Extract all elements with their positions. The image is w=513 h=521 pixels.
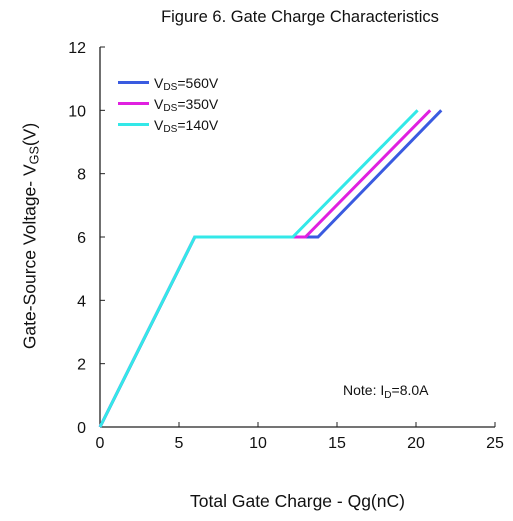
series-lines [98,109,443,428]
legend-label-350v: VDS=350V [154,95,219,115]
x-axis-label: Total Gate Charge - Qg(nC) [190,491,405,511]
legend-swatch-560v [118,81,149,84]
legend-item-350v: VDS=350V [118,93,218,114]
tick-labels: 0 5 10 15 20 25 0 2 4 6 8 10 12 [68,40,504,452]
x-tick-label: 10 [249,435,267,452]
x-tick-label: 25 [486,435,504,452]
x-tick-label: 20 [407,435,425,452]
y-tick-label: 10 [68,103,86,120]
y-axis-label: Gate-Source Voltage- VGS(V) [19,122,42,350]
axes [99,46,496,428]
y-tick-label: 2 [77,357,86,374]
legend-item-560v: VDS=560V [118,72,218,93]
legend-item-140v: VDS=140V [118,114,218,135]
y-tick-label: 6 [77,230,86,247]
legend-label-140v: VDS=140V [154,116,219,136]
legend: VDS=560V VDS=350V VDS=140V [118,72,218,135]
legend-label-560v: VDS=560V [154,74,219,94]
series-line-140v [98,109,419,428]
y-tick-label: 4 [77,293,86,310]
note-annotation: Note: ID=8.0A [343,382,429,401]
legend-swatch-140v [118,123,149,126]
series-line-350v [98,109,432,428]
y-tick-label: 0 [77,420,86,437]
x-tick-label: 5 [175,435,184,452]
legend-swatch-350v [118,102,149,105]
y-tick-label: 8 [77,167,86,184]
y-tick-label: 12 [68,40,86,57]
x-tick-label: 0 [96,435,105,452]
chart-title: Figure 6. Gate Charge Characteristics [161,8,439,26]
series-line-560v [98,109,443,428]
x-tick-label: 15 [328,435,346,452]
